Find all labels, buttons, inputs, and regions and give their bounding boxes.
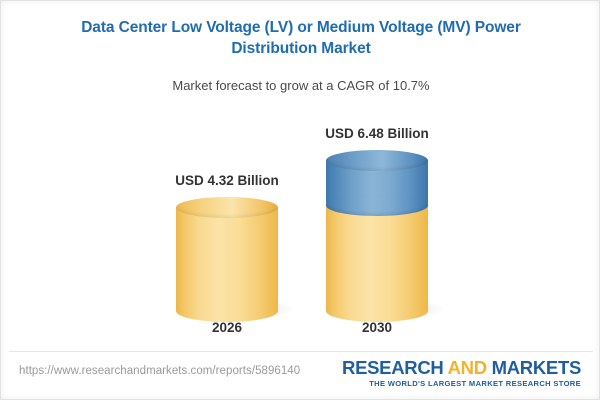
footer-divider bbox=[9, 351, 593, 352]
logo-tagline: THE WORLD'S LARGEST MARKET RESEARCH STOR… bbox=[369, 379, 581, 388]
logo-word-research: RESEARCH bbox=[342, 357, 448, 378]
report-url[interactable]: https://www.researchandmarkets.com/repor… bbox=[19, 365, 301, 377]
cylinder-segment-divider-2030 bbox=[326, 195, 428, 216]
bar-category-label-2026: 2026 bbox=[211, 320, 243, 335]
chart-plot-area: USD 4.32 Billion 2026 USD 6.48 Billion bbox=[1, 1, 599, 351]
bar-value-label-2030: USD 6.48 Billion bbox=[325, 126, 429, 141]
logo-word-and: AND bbox=[447, 357, 492, 378]
bar-value-label-2026: USD 4.32 Billion bbox=[175, 173, 279, 188]
logo-wordmark: RESEARCH AND MARKETS bbox=[342, 358, 581, 378]
page-title: Data Center Low Voltage (LV) or Medium V… bbox=[81, 19, 521, 57]
research-and-markets-logo[interactable]: RESEARCH AND MARKETS THE WORLD'S LARGEST… bbox=[342, 358, 581, 389]
cylinder-body-yellow-2030 bbox=[326, 206, 428, 311]
cylinder-body-yellow-2026 bbox=[176, 207, 278, 311]
logo-word-markets: MARKETS bbox=[491, 357, 582, 378]
cylinder-top-ellipse-2030 bbox=[326, 150, 428, 171]
chart-subtitle: Market forecast to grow at a CAGR of 10.… bbox=[172, 78, 430, 93]
bar-category-label-2030: 2030 bbox=[361, 320, 393, 335]
cylinder-top-ellipse-2026 bbox=[176, 197, 278, 218]
